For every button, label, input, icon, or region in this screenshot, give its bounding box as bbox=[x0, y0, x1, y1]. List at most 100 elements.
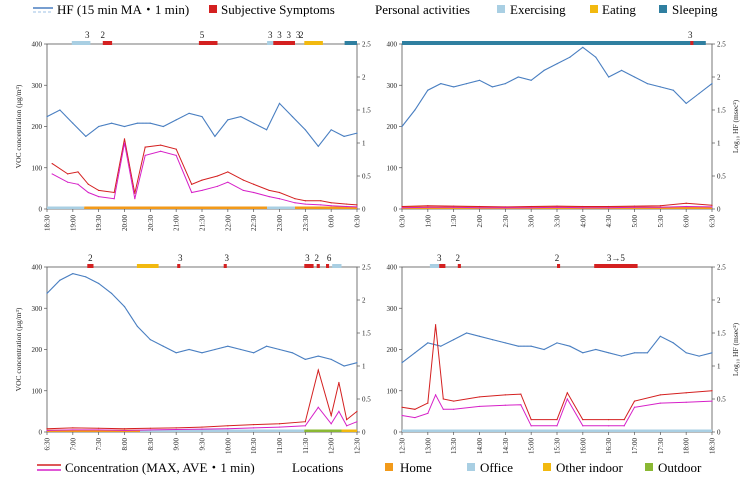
hf-raw-line bbox=[46, 102, 358, 147]
data-point bbox=[685, 102, 687, 104]
left-tick-label: 400 bbox=[387, 41, 398, 49]
location-strip bbox=[267, 206, 295, 209]
data-point bbox=[427, 412, 429, 415]
left-tick-label: 0 bbox=[394, 429, 398, 437]
data-point bbox=[530, 207, 532, 209]
x-tick-label: 6:30 bbox=[44, 438, 52, 451]
data-point bbox=[346, 203, 348, 205]
data-point bbox=[465, 332, 468, 334]
data-point bbox=[291, 116, 294, 118]
left-tick-label: 0 bbox=[39, 429, 43, 437]
data-point bbox=[633, 76, 636, 78]
x-tick-label: 16:00 bbox=[579, 438, 587, 454]
symptom-legend-label: Subjective Symptoms bbox=[221, 2, 335, 17]
left-tick-label: 200 bbox=[32, 346, 43, 354]
location-strip bbox=[84, 206, 268, 209]
data-point bbox=[582, 419, 584, 421]
x-tick-label: 12:00 bbox=[328, 438, 336, 454]
data-point bbox=[517, 345, 519, 347]
data-point bbox=[304, 358, 306, 360]
x-tick-label: 3:00 bbox=[528, 215, 536, 228]
data-point bbox=[72, 122, 74, 124]
office-swatch bbox=[467, 463, 475, 471]
symptom-label: 6 bbox=[327, 253, 332, 263]
left-tick-label: 100 bbox=[32, 164, 43, 172]
data-point bbox=[556, 206, 558, 208]
concentration-legend-label: Concentration (MAX, AVE・1 min) bbox=[65, 460, 255, 475]
data-point bbox=[98, 282, 100, 285]
data-point bbox=[317, 145, 319, 147]
data-point bbox=[136, 122, 139, 124]
x-tick-label: 12:30 bbox=[399, 438, 407, 454]
activity-bar bbox=[402, 41, 706, 45]
chart-panel-bottom-right: 0 100 200 300 400 0 0.5 1 1.5 2 2.5 12:30 13:00 13:30… bbox=[387, 253, 741, 454]
data-point bbox=[162, 345, 164, 347]
data-point bbox=[582, 205, 584, 208]
activity-bar bbox=[457, 264, 461, 268]
data-point bbox=[711, 400, 713, 402]
data-point bbox=[504, 404, 506, 406]
data-point bbox=[504, 207, 506, 209]
x-tick-label: 15:30 bbox=[554, 438, 562, 454]
data-point bbox=[330, 202, 332, 204]
data-point bbox=[504, 83, 506, 85]
x-tick-label: 23:30 bbox=[302, 215, 310, 231]
data-point bbox=[46, 292, 48, 294]
data-point bbox=[504, 342, 506, 344]
left-tick-label: 100 bbox=[387, 387, 398, 395]
office-label: Office bbox=[480, 460, 513, 475]
series-line-hf-15-min-ma bbox=[46, 273, 358, 367]
data-point bbox=[87, 183, 89, 185]
right-tick-label: 1.5 bbox=[362, 330, 371, 338]
data-point bbox=[711, 352, 713, 354]
data-point bbox=[278, 191, 281, 194]
symptom-label: 2 bbox=[456, 253, 461, 263]
data-point bbox=[659, 206, 661, 208]
symptom-label: 3 bbox=[437, 253, 442, 263]
exercising-label: Exercising bbox=[510, 2, 566, 17]
x-tick-label: 13:30 bbox=[450, 438, 458, 454]
data-point bbox=[67, 173, 69, 175]
data-point bbox=[242, 189, 244, 192]
x-tick-label: 14:30 bbox=[502, 438, 510, 454]
activity-bar bbox=[198, 41, 218, 45]
data-point bbox=[595, 56, 597, 58]
data-point bbox=[268, 189, 270, 192]
data-point bbox=[434, 394, 437, 396]
data-point bbox=[608, 425, 610, 427]
x-tick-label: 18:30 bbox=[44, 215, 52, 231]
data-point bbox=[149, 429, 151, 431]
data-point bbox=[201, 189, 203, 192]
right-tick-label: 0.5 bbox=[362, 396, 371, 404]
x-tick-label: 6:00 bbox=[683, 215, 691, 228]
data-point bbox=[569, 56, 571, 58]
data-point bbox=[304, 425, 306, 427]
data-point bbox=[77, 183, 79, 185]
data-point bbox=[294, 198, 296, 200]
right-tick-label: 0.5 bbox=[717, 396, 726, 404]
right-tick-label: 1.5 bbox=[717, 330, 726, 338]
data-point bbox=[401, 125, 403, 128]
x-tick-label: 0:00 bbox=[328, 215, 336, 228]
data-point bbox=[240, 348, 242, 351]
data-point bbox=[98, 125, 100, 128]
data-point bbox=[227, 171, 229, 173]
x-tick-label: 19:00 bbox=[69, 215, 77, 231]
data-point bbox=[253, 427, 255, 429]
symptom-label: 3 bbox=[287, 30, 292, 40]
left-tick-label: 300 bbox=[32, 82, 43, 90]
data-point bbox=[685, 352, 687, 354]
data-point bbox=[110, 292, 113, 294]
data-point bbox=[227, 428, 229, 430]
data-point bbox=[346, 419, 348, 421]
data-point bbox=[253, 352, 255, 354]
data-point bbox=[123, 138, 126, 140]
data-point bbox=[144, 154, 146, 156]
data-point bbox=[401, 406, 403, 408]
data-point bbox=[633, 205, 636, 207]
symptom-label: 5 bbox=[200, 30, 205, 40]
other-indoor-label: Other indoor bbox=[556, 460, 623, 475]
data-point bbox=[491, 86, 494, 88]
other-indoor-swatch bbox=[543, 463, 551, 471]
hf-raw-line bbox=[401, 332, 713, 364]
